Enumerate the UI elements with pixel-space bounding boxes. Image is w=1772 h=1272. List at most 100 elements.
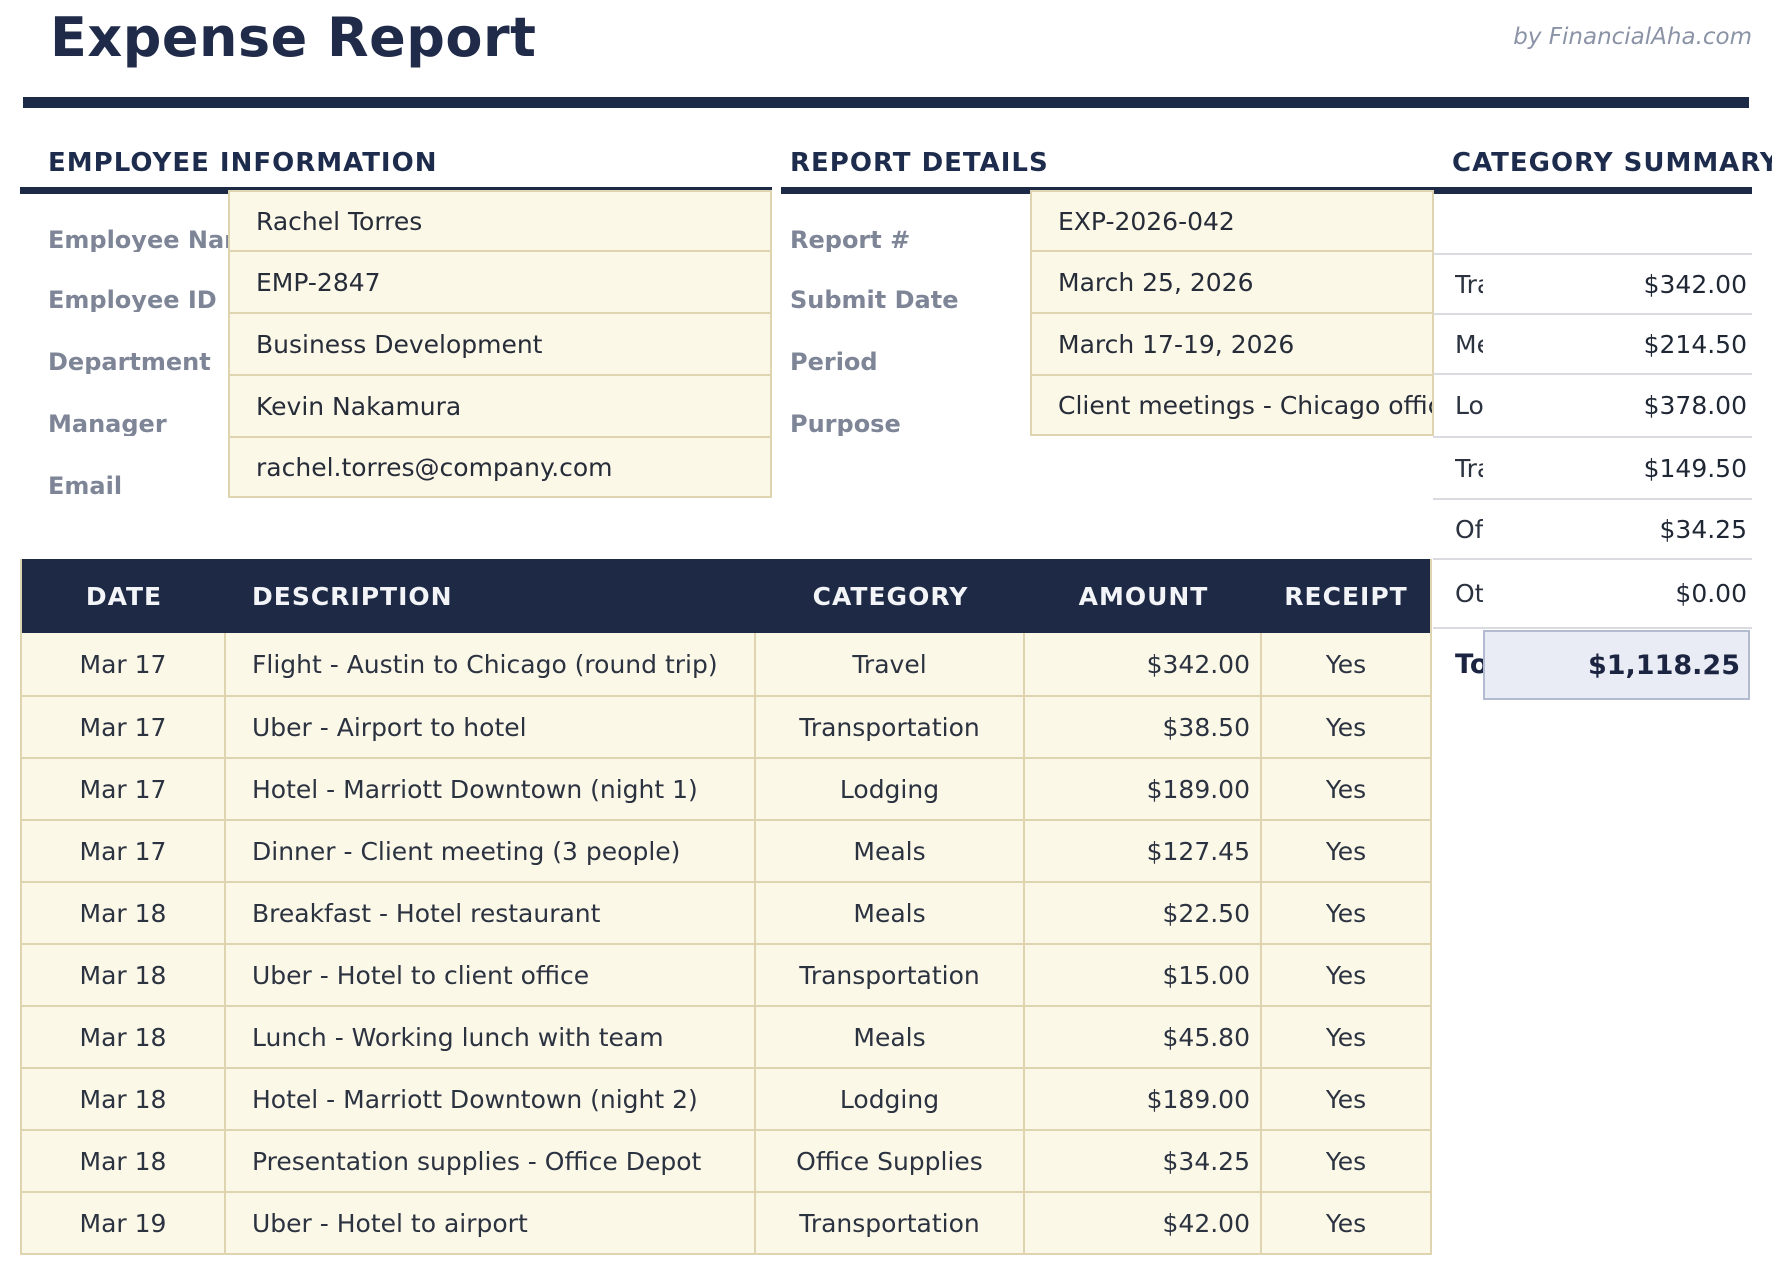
- table-row: Mar 18 Presentation supplies - Office De…: [22, 1129, 1430, 1191]
- cell-category[interactable]: Lodging: [756, 1069, 1025, 1129]
- cell-date[interactable]: Mar 18: [22, 945, 226, 1005]
- cell-receipt[interactable]: Yes: [1325, 774, 1367, 804]
- summary-amount: $34.25: [1659, 514, 1747, 544]
- column-header-date: DATE: [85, 581, 163, 611]
- cell-category[interactable]: Office Supplies: [756, 1131, 1025, 1191]
- cell-amount[interactable]: $15.00: [1025, 945, 1262, 1005]
- employee-id-label: Employee ID: [48, 288, 217, 312]
- cell-amount[interactable]: $38.50: [1025, 697, 1262, 757]
- cell-receipt[interactable]: Yes: [1325, 1084, 1367, 1114]
- report-number-label: Report #: [790, 228, 911, 252]
- department-field[interactable]: Business Development: [228, 312, 772, 376]
- cell-amount[interactable]: $189.00: [1025, 1069, 1262, 1129]
- cell-amount[interactable]: $34.25: [1025, 1131, 1262, 1191]
- cell-date[interactable]: Mar 18: [22, 1069, 226, 1129]
- column-header-description: DESCRIPTION: [252, 581, 453, 611]
- cell-category[interactable]: Travel: [756, 633, 1025, 695]
- purpose-field[interactable]: Client meetings - Chicago office: [1030, 374, 1434, 436]
- cell-receipt[interactable]: Yes: [1325, 712, 1367, 742]
- summary-label-window: Travel: [1455, 270, 1483, 299]
- manager-label: Manager: [48, 412, 167, 436]
- cell-amount[interactable]: $22.50: [1025, 883, 1262, 943]
- cell-date[interactable]: Mar 17: [22, 759, 226, 819]
- cell-description[interactable]: Hotel - Marriott Downtown (night 2): [226, 1069, 756, 1129]
- cell-date[interactable]: Mar 17: [22, 821, 226, 881]
- table-row: Mar 18 Breakfast - Hotel restaurant Meal…: [22, 881, 1430, 943]
- cell-category[interactable]: Lodging: [756, 759, 1025, 819]
- employee-name-label: Employee Name: [48, 228, 228, 252]
- cell-category[interactable]: Meals: [756, 883, 1025, 943]
- period-field[interactable]: March 17-19, 2026: [1030, 312, 1434, 376]
- summary-label: Meals: [1455, 329, 1483, 359]
- manager-field[interactable]: Kevin Nakamura: [228, 374, 772, 438]
- table-row: Mar 17 Uber - Airport to hotel Transport…: [22, 695, 1430, 757]
- summary-amount: $0.00: [1675, 579, 1747, 608]
- summary-label: Travel: [1455, 269, 1483, 299]
- summary-label: Lodging: [1455, 391, 1483, 420]
- cell-description[interactable]: Uber - Airport to hotel: [226, 697, 756, 757]
- cell-date[interactable]: Mar 18: [22, 1131, 226, 1191]
- summary-label: Other: [1455, 579, 1483, 608]
- cell-amount[interactable]: $127.45: [1025, 821, 1262, 881]
- cell-receipt[interactable]: Yes: [1325, 960, 1367, 990]
- header-divider: [23, 97, 1749, 108]
- column-header-amount: AMOUNT: [1078, 581, 1209, 611]
- cell-receipt[interactable]: Yes: [1325, 1146, 1367, 1176]
- column-header-category: CATEGORY: [812, 581, 969, 611]
- cell-amount[interactable]: $342.00: [1025, 633, 1262, 695]
- submit-date-label: Submit Date: [790, 288, 959, 312]
- category-summary-heading: CATEGORY SUMMARY: [1452, 148, 1772, 178]
- email-field[interactable]: rachel.torres@company.com: [228, 436, 772, 498]
- purpose-label: Purpose: [790, 412, 901, 436]
- cell-category[interactable]: Transportation: [756, 945, 1025, 1005]
- report-number-field[interactable]: EXP-2026-042: [1030, 190, 1434, 252]
- expense-table-header: DATE DESCRIPTION CATEGORY AMOUNT RECEIPT: [22, 559, 1430, 633]
- employee-name-field[interactable]: Rachel Torres: [228, 190, 772, 252]
- summary-amount: $378.00: [1643, 391, 1747, 420]
- cell-description[interactable]: Lunch - Working lunch with team: [226, 1007, 756, 1067]
- email-label: Email: [48, 474, 123, 498]
- cell-description[interactable]: Uber - Hotel to client office: [226, 945, 756, 1005]
- cell-date[interactable]: Mar 17: [22, 633, 226, 695]
- cell-amount[interactable]: $189.00: [1025, 759, 1262, 819]
- table-row: Mar 18 Uber - Hotel to client office Tra…: [22, 943, 1430, 1005]
- summary-row-office-supplies: Office Supplies $34.25: [1433, 498, 1752, 558]
- summary-total-label: Total: [1455, 649, 1483, 680]
- cell-receipt[interactable]: Yes: [1325, 1022, 1367, 1052]
- cell-receipt[interactable]: Yes: [1325, 1208, 1367, 1238]
- cell-description[interactable]: Flight - Austin to Chicago (round trip): [226, 633, 756, 695]
- summary-row-transportation: Transportation $149.50: [1433, 436, 1752, 498]
- cell-receipt[interactable]: Yes: [1325, 898, 1367, 928]
- summary-amount: $214.50: [1643, 329, 1747, 359]
- submit-date-field[interactable]: March 25, 2026: [1030, 250, 1434, 314]
- cell-date[interactable]: Mar 18: [22, 883, 226, 943]
- table-row: Mar 18 Lunch - Working lunch with team M…: [22, 1005, 1430, 1067]
- table-row: Mar 17 Dinner - Client meeting (3 people…: [22, 819, 1430, 881]
- summary-label: Office Supplies: [1455, 514, 1483, 544]
- cell-amount[interactable]: $42.00: [1025, 1193, 1262, 1253]
- summary-amount: $149.50: [1643, 453, 1747, 483]
- cell-category[interactable]: Meals: [756, 821, 1025, 881]
- cell-description[interactable]: Hotel - Marriott Downtown (night 1): [226, 759, 756, 819]
- cell-receipt[interactable]: Yes: [1325, 649, 1367, 679]
- cell-date[interactable]: Mar 19: [22, 1193, 226, 1253]
- cell-category[interactable]: Transportation: [756, 1193, 1025, 1253]
- cell-receipt[interactable]: Yes: [1325, 836, 1367, 866]
- cell-category[interactable]: Transportation: [756, 697, 1025, 757]
- table-row: Mar 19 Uber - Hotel to airport Transport…: [22, 1191, 1430, 1253]
- summary-amount: $342.00: [1643, 269, 1747, 299]
- cell-description[interactable]: Presentation supplies - Office Depot: [226, 1131, 756, 1191]
- cell-description[interactable]: Uber - Hotel to airport: [226, 1193, 756, 1253]
- summary-row-other: Other $0.00: [1433, 558, 1752, 627]
- column-header-receipt: RECEIPT: [1284, 581, 1408, 611]
- cell-category[interactable]: Meals: [756, 1007, 1025, 1067]
- cell-amount[interactable]: $45.80: [1025, 1007, 1262, 1067]
- cell-description[interactable]: Breakfast - Hotel restaurant: [226, 883, 756, 943]
- summary-label-window: Other: [1455, 579, 1483, 608]
- employee-id-field[interactable]: EMP-2847: [228, 250, 772, 314]
- cell-date[interactable]: Mar 18: [22, 1007, 226, 1067]
- cell-description[interactable]: Dinner - Client meeting (3 people): [226, 821, 756, 881]
- summary-label-window: Office Supplies: [1455, 515, 1483, 544]
- cell-date[interactable]: Mar 17: [22, 697, 226, 757]
